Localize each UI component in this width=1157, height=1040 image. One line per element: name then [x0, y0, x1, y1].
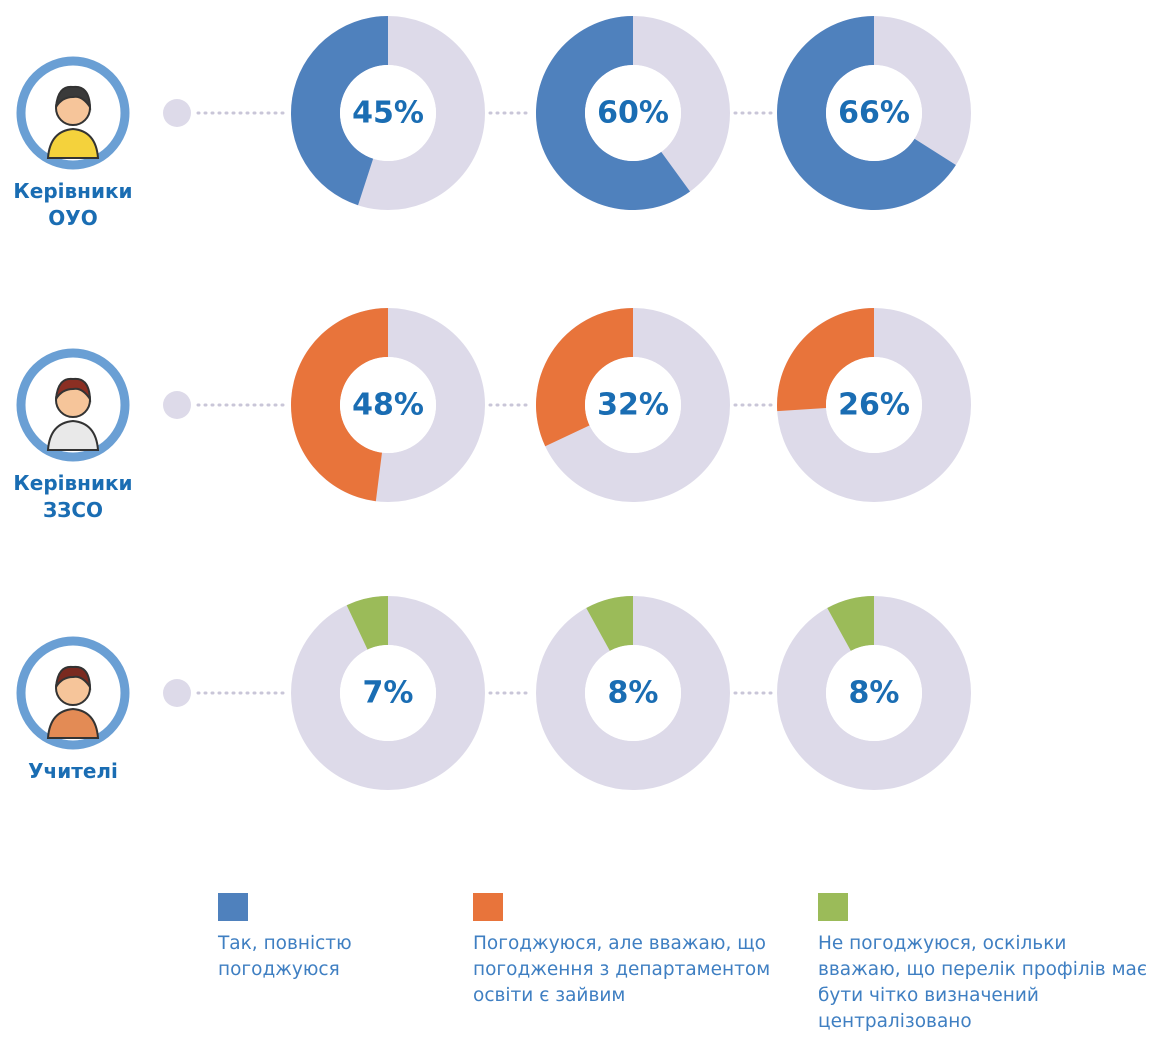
donut-segment: [535, 16, 691, 210]
donut-segment: [291, 16, 388, 206]
donut-segment: [586, 596, 633, 651]
donut-hole: [340, 645, 436, 741]
connector-dot: [163, 391, 191, 419]
donut-hole: [585, 357, 681, 453]
donut-hole: [585, 65, 681, 161]
value-label: 45%: [352, 96, 424, 131]
group-label: Керівники ОУО: [13, 179, 133, 230]
avatar-body: [46, 419, 100, 451]
donut-hole: [826, 65, 922, 161]
avatar-hair: [55, 85, 92, 111]
donut-hole: [340, 357, 436, 453]
group-label: Керівники ЗЗСО: [13, 471, 133, 522]
connector-dot: [163, 99, 191, 127]
value-label: 66%: [838, 96, 910, 131]
value-label: 8%: [849, 676, 900, 711]
avatar-hair: [55, 665, 92, 691]
donut-hole: [340, 65, 436, 161]
donut-segment: [346, 596, 388, 650]
value-label: 32%: [597, 388, 669, 423]
value-label: 48%: [352, 388, 424, 423]
avatar-body: [46, 707, 100, 739]
donut-segment: [776, 308, 874, 412]
value-label: 8%: [608, 676, 659, 711]
donut-segment: [827, 596, 874, 651]
group-label: Учителі: [28, 759, 118, 783]
donut-segment: [776, 16, 956, 211]
donut-hole: [585, 645, 681, 741]
donut-hole: [826, 357, 922, 453]
avatar-hair: [55, 377, 92, 403]
donut-segment: [291, 308, 388, 502]
legend-label: Погоджуюся, але вважаю, що погодження з …: [473, 933, 771, 1006]
chart: 45% 60% 66% 48% 32% 26% 7% 8% 8%: [16, 16, 971, 790]
value-label: 26%: [838, 388, 910, 423]
donut-hole: [826, 645, 922, 741]
avatar: [16, 636, 130, 750]
connector-dot: [163, 679, 191, 707]
donut-segment: [535, 308, 633, 447]
avatar: [16, 348, 130, 462]
avatar: [16, 56, 130, 170]
legend-label: Так, повністю погоджуюся: [218, 933, 352, 980]
legend-label: Не погоджуюся, оскільки вважаю, що перел…: [818, 933, 1148, 1032]
legend-swatch: [473, 893, 503, 921]
value-label: 7%: [363, 676, 414, 711]
value-label: 60%: [597, 96, 669, 131]
avatar-body: [46, 127, 100, 159]
legend-swatch: [218, 893, 248, 921]
legend-swatch: [818, 893, 848, 921]
